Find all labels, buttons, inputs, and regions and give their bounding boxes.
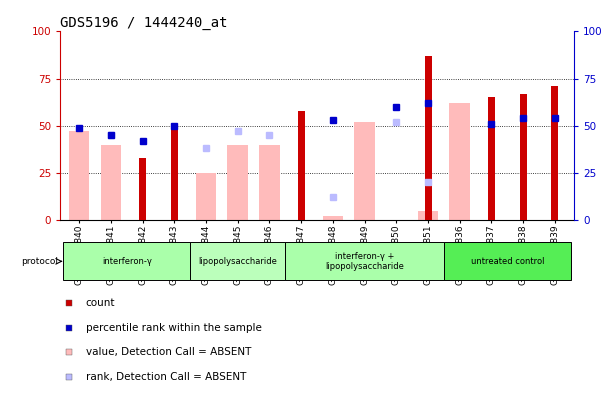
Bar: [355, 122, 375, 220]
Bar: [259, 145, 279, 220]
Text: protocol: protocol: [22, 257, 58, 266]
Bar: [227, 145, 248, 220]
Text: GDS5196 / 1444240_at: GDS5196 / 1444240_at: [60, 17, 228, 30]
Text: interferon-γ +
lipopolysaccharide: interferon-γ + lipopolysaccharide: [325, 252, 404, 271]
Text: untreated control: untreated control: [471, 257, 544, 266]
Bar: [69, 131, 90, 220]
Bar: [100, 145, 121, 220]
Bar: [552, 86, 558, 220]
Bar: [520, 94, 526, 220]
Bar: [424, 56, 432, 220]
Text: percentile rank within the sample: percentile rank within the sample: [86, 323, 261, 332]
Bar: [418, 211, 438, 220]
Bar: [323, 216, 343, 220]
Bar: [450, 103, 470, 220]
Text: count: count: [86, 298, 115, 308]
Text: lipopolysaccharide: lipopolysaccharide: [198, 257, 277, 266]
Text: interferon-γ: interferon-γ: [102, 257, 151, 266]
Text: rank, Detection Call = ABSENT: rank, Detection Call = ABSENT: [86, 372, 246, 382]
Bar: [285, 242, 444, 280]
Bar: [171, 126, 178, 220]
Bar: [488, 97, 495, 220]
Bar: [190, 242, 285, 280]
Bar: [139, 158, 146, 220]
Bar: [63, 242, 190, 280]
Bar: [444, 242, 571, 280]
Text: value, Detection Call = ABSENT: value, Detection Call = ABSENT: [86, 347, 251, 357]
Bar: [196, 173, 216, 220]
Bar: [297, 111, 305, 220]
